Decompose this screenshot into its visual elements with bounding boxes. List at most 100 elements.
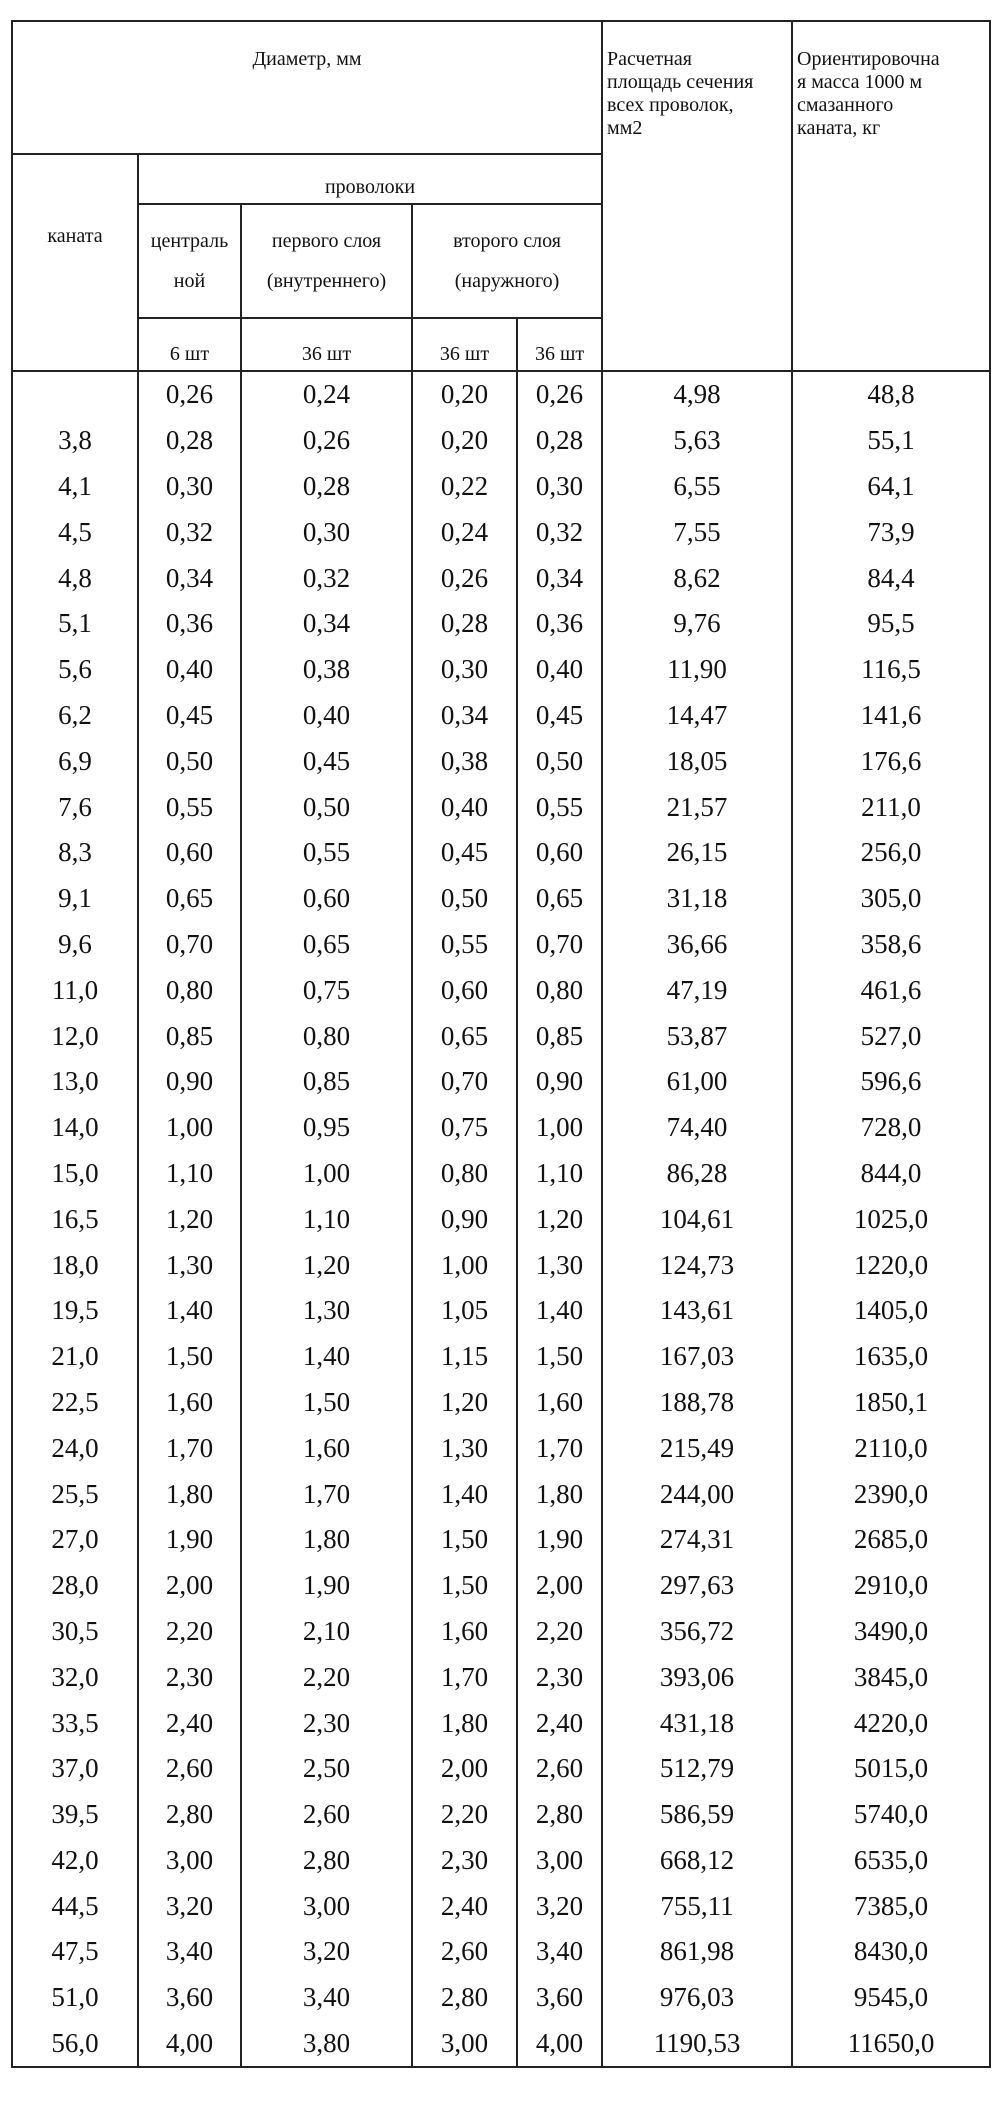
table-cell: 1,50: [411, 1562, 518, 1609]
table-cell: 0,60: [411, 967, 518, 1014]
line: я масса 1000 м: [797, 71, 923, 93]
table-cell: 0,95: [240, 1104, 413, 1151]
table-cell: 586,59: [601, 1791, 794, 1838]
table-row: 56,0 4,00 3,80 3,00 4,00 1190,53 11650,0: [11, 2020, 992, 2069]
table-cell: 7,55: [601, 509, 794, 556]
table-cell: 1,20: [515, 1196, 604, 1243]
table-cell: 0,70: [515, 921, 604, 968]
first-layer-header: первого слоя (внутреннего): [240, 203, 413, 319]
table-row: 9,6 0,70 0,65 0,55 0,70 36,66 358,6: [11, 921, 992, 968]
table-cell: 1,00: [240, 1150, 413, 1197]
table-cell: 2,60: [137, 1745, 242, 1792]
second-layer-header: второго слоя (наружного): [410, 203, 604, 319]
line: всех проволок,: [607, 94, 734, 116]
table-cell: 176,6: [791, 738, 992, 785]
table-cell: 0,50: [240, 784, 413, 830]
table-cell: 0,40: [240, 692, 413, 739]
table-cell: 0,30: [240, 509, 413, 556]
table-cell: 3,00: [411, 2020, 518, 2069]
table-cell: [11, 371, 139, 418]
table-cell: 1,30: [137, 1242, 242, 1288]
table-cell: 61,00: [601, 1058, 794, 1105]
table-cell: 0,26: [515, 371, 604, 418]
table-row: 42,0 3,00 2,80 2,30 3,00 668,12 6535,0: [11, 1837, 992, 1884]
table-cell: 1,60: [137, 1379, 242, 1426]
table-cell: 84,4: [791, 555, 992, 601]
table-cell: 3,00: [515, 1837, 604, 1884]
table-cell: 0,55: [515, 784, 604, 830]
table-cell: 2,40: [411, 1883, 518, 1930]
table-cell: 2,60: [411, 1929, 518, 1975]
table-cell: 4220,0: [791, 1700, 992, 1746]
table-cell: 1,90: [240, 1562, 413, 1609]
table-row: 12,0 0,85 0,80 0,65 0,85 53,87 527,0: [11, 1013, 992, 1059]
table-cell: 6535,0: [791, 1837, 992, 1884]
table-cell: 2,30: [411, 1837, 518, 1884]
diameter-header: Диаметр, мм: [10, 20, 604, 155]
table-cell: 0,90: [515, 1058, 604, 1105]
table-cell: 0,26: [411, 555, 518, 601]
count: 6 шт: [137, 317, 242, 372]
table-cell: 1,50: [515, 1333, 604, 1380]
table-cell: 4,00: [137, 2020, 242, 2069]
table-cell: 2,30: [137, 1654, 242, 1701]
table-cell: 1,80: [411, 1700, 518, 1746]
table-cell: 1025,0: [791, 1196, 992, 1243]
table-cell: 188,78: [601, 1379, 794, 1426]
table-cell: 0,30: [515, 463, 604, 510]
table-row: 19,5 1,40 1,30 1,05 1,40 143,61 1405,0: [11, 1287, 992, 1334]
table-cell: 9,76: [601, 600, 794, 647]
table-cell: 0,90: [137, 1058, 242, 1105]
table-cell: 2,30: [515, 1654, 604, 1701]
table-cell: 3490,0: [791, 1608, 992, 1655]
table-cell: 30,5: [11, 1608, 139, 1655]
table-row: 9,1 0,65 0,60 0,50 0,65 31,18 305,0: [11, 875, 992, 922]
table-cell: 0,55: [137, 784, 242, 830]
table-cell: 3,20: [515, 1883, 604, 1930]
table-cell: 47,5: [11, 1929, 139, 1975]
table-cell: 0,38: [240, 646, 413, 693]
table-row: 11,0 0,80 0,75 0,60 0,80 47,19 461,6: [11, 967, 992, 1014]
wires-header: проволоки: [136, 153, 604, 204]
table-cell: 28,0: [11, 1562, 139, 1609]
table-cell: 2,00: [137, 1562, 242, 1609]
table-header: Диаметр, мм Расчетная площадь сечения всех…: [10, 20, 992, 372]
table-cell: 0,38: [411, 738, 518, 785]
table-cell: 2110,0: [791, 1425, 992, 1472]
table-cell: 0,24: [240, 371, 413, 418]
table-cell: 5,63: [601, 417, 794, 464]
table-cell: 0,20: [411, 417, 518, 464]
table-cell: 95,5: [791, 600, 992, 647]
table-cell: 74,40: [601, 1104, 794, 1151]
table-cell: 0,26: [240, 417, 413, 464]
line: (внутреннего): [266, 270, 387, 292]
table-cell: 9,6: [11, 921, 139, 968]
table-cell: 3,40: [240, 1974, 413, 2021]
table-cell: 2390,0: [791, 1471, 992, 1517]
table-cell: 728,0: [791, 1104, 992, 1151]
table-cell: 0,75: [240, 967, 413, 1014]
table-row: 5,6 0,40 0,38 0,30 0,40 11,90 116,5: [11, 646, 992, 693]
table-cell: 47,19: [601, 967, 794, 1014]
table-cell: 11,0: [11, 967, 139, 1014]
table-cell: 2910,0: [791, 1562, 992, 1609]
table-cell: 0,50: [515, 738, 604, 785]
table-cell: 18,05: [601, 738, 794, 785]
table-cell: 3,60: [515, 1974, 604, 2021]
table-cell: 2,80: [137, 1791, 242, 1838]
line: централь: [150, 230, 229, 252]
table-cell: 461,6: [791, 967, 992, 1014]
table-cell: 0,55: [240, 829, 413, 876]
table-cell: 1,10: [137, 1150, 242, 1197]
table-row: 4,8 0,34 0,32 0,26 0,34 8,62 84,4: [11, 555, 992, 601]
table-cell: 2,40: [515, 1700, 604, 1746]
table-cell: 4,8: [11, 555, 139, 601]
table-row: 16,5 1,20 1,10 0,90 1,20 104,61 1025,0: [11, 1196, 992, 1243]
table-cell: 104,61: [601, 1196, 794, 1243]
table-cell: 1,60: [411, 1608, 518, 1655]
table-cell: 1,70: [240, 1471, 413, 1517]
table-cell: 0,36: [137, 600, 242, 647]
table-cell: 256,0: [791, 829, 992, 876]
table-cell: 1,90: [515, 1516, 604, 1563]
